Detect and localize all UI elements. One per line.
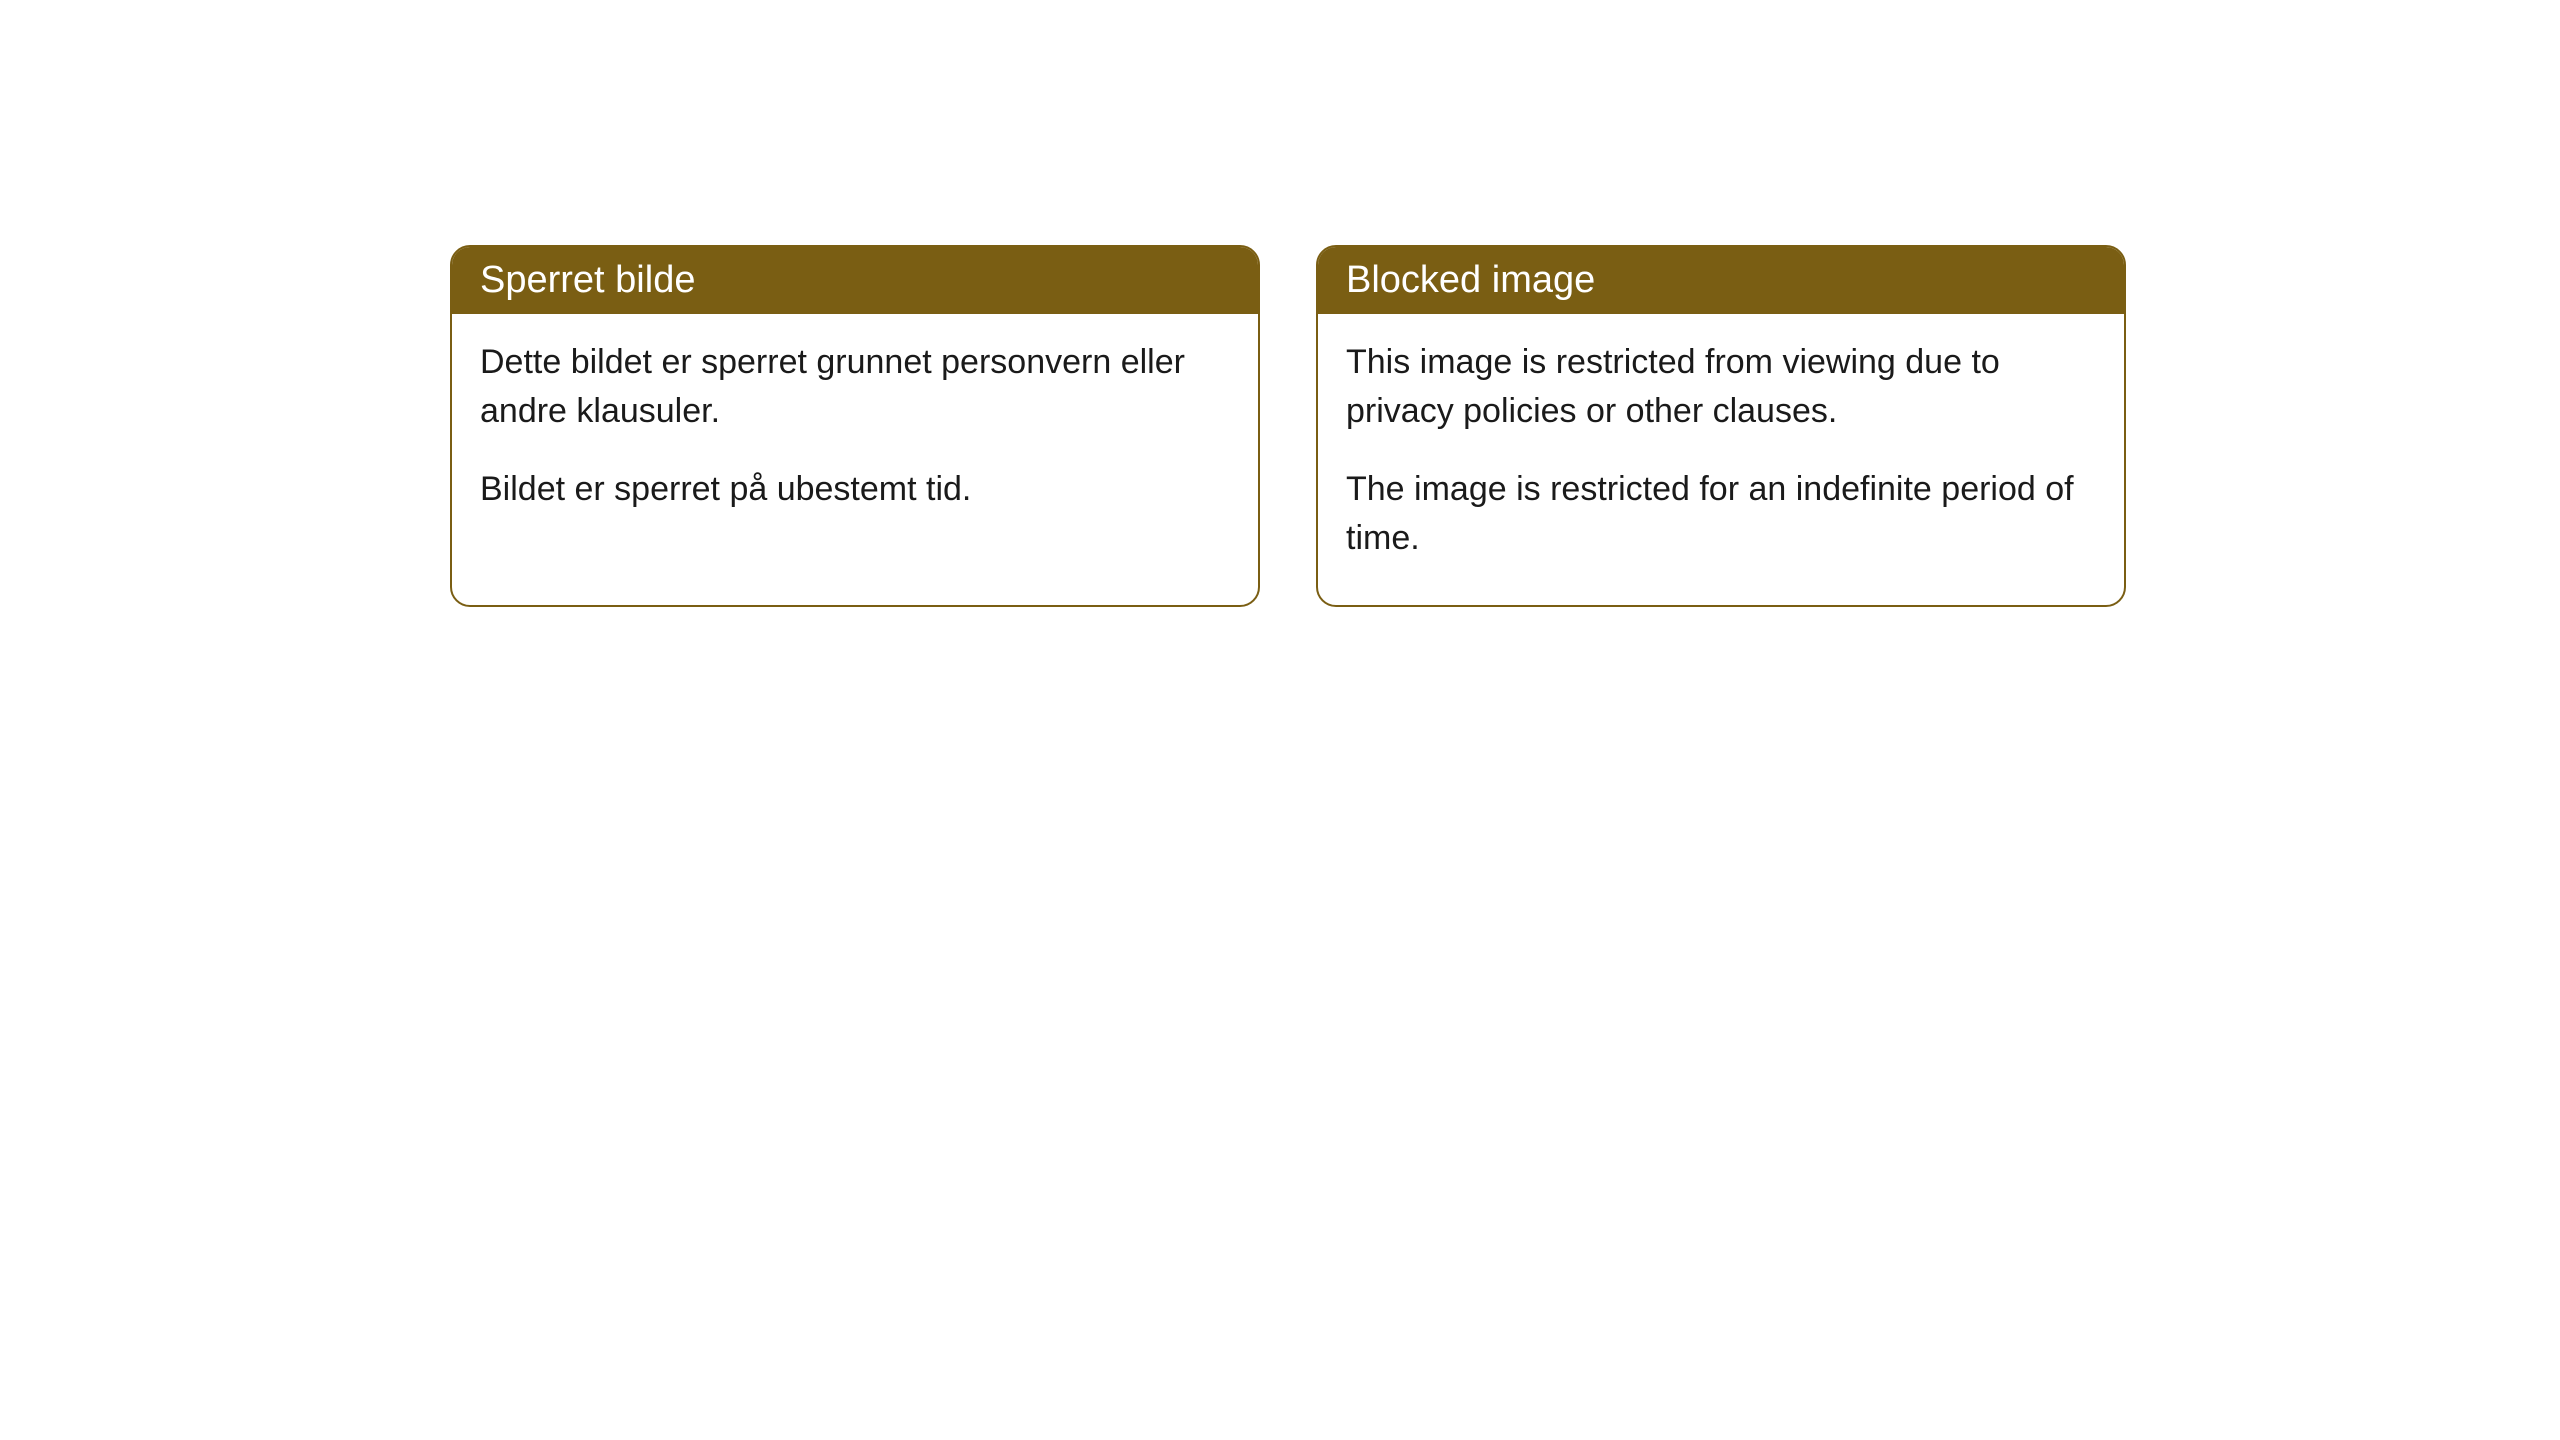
- card-title: Sperret bilde: [480, 259, 695, 301]
- notice-card-norwegian: Sperret bilde Dette bildet er sperret gr…: [450, 245, 1260, 607]
- notice-cards-container: Sperret bilde Dette bildet er sperret gr…: [450, 245, 2126, 607]
- card-body-norwegian: Dette bildet er sperret grunnet personve…: [452, 314, 1258, 556]
- card-title: Blocked image: [1346, 259, 1595, 301]
- card-header-english: Blocked image: [1318, 247, 2124, 314]
- card-paragraph: Dette bildet er sperret grunnet personve…: [480, 338, 1230, 437]
- card-header-norwegian: Sperret bilde: [452, 247, 1258, 314]
- card-body-english: This image is restricted from viewing du…: [1318, 314, 2124, 605]
- card-paragraph: The image is restricted for an indefinit…: [1346, 465, 2096, 564]
- card-paragraph: Bildet er sperret på ubestemt tid.: [480, 465, 1230, 514]
- card-paragraph: This image is restricted from viewing du…: [1346, 338, 2096, 437]
- notice-card-english: Blocked image This image is restricted f…: [1316, 245, 2126, 607]
